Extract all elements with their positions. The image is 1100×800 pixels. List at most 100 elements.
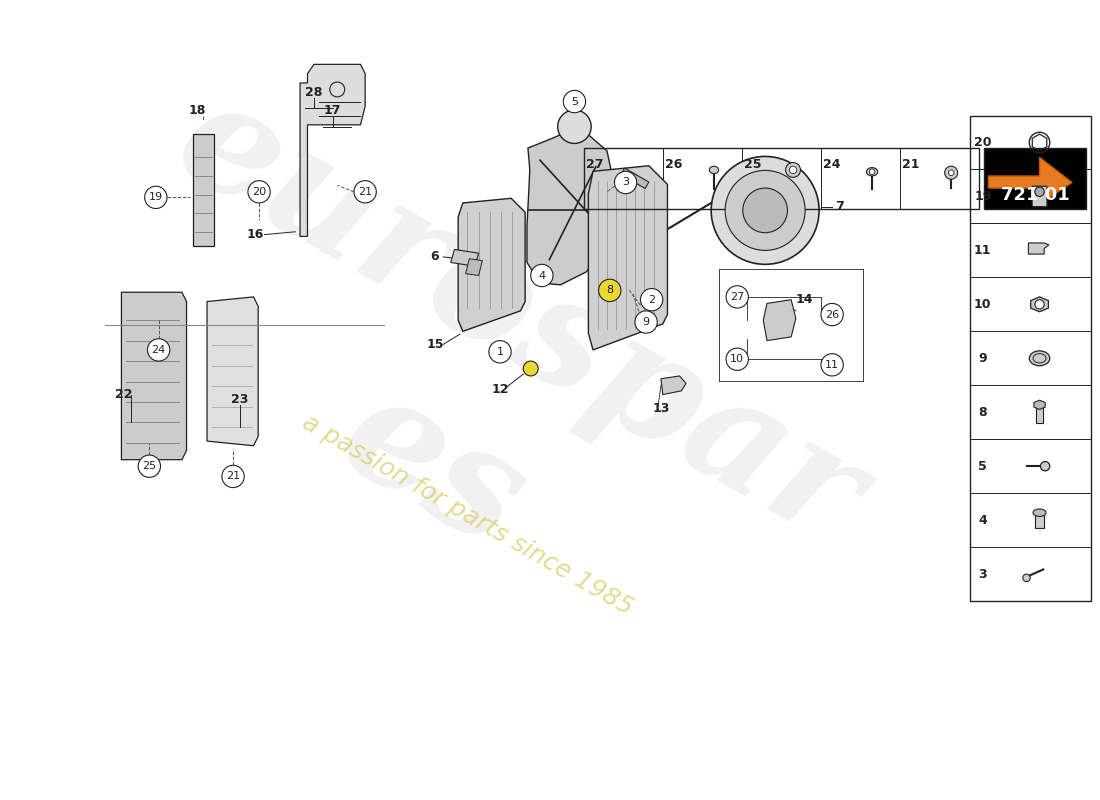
Polygon shape (588, 166, 668, 350)
Circle shape (790, 166, 796, 174)
Bar (584, 148, 979, 209)
Text: 17: 17 (323, 104, 341, 118)
Text: 19: 19 (975, 190, 991, 203)
Circle shape (945, 166, 958, 179)
Polygon shape (527, 126, 616, 285)
Text: 28: 28 (306, 86, 322, 98)
Circle shape (1023, 574, 1031, 582)
Circle shape (222, 466, 244, 487)
Text: 721 01: 721 01 (1001, 186, 1069, 203)
Polygon shape (763, 300, 795, 341)
Circle shape (530, 264, 553, 286)
Circle shape (598, 279, 620, 302)
Text: 14: 14 (795, 293, 813, 306)
Circle shape (1035, 300, 1044, 309)
Polygon shape (194, 134, 213, 246)
Text: 3: 3 (623, 178, 629, 187)
Text: 25: 25 (142, 461, 156, 471)
Text: 10: 10 (730, 354, 745, 364)
Text: 8: 8 (606, 286, 614, 295)
Text: 19: 19 (148, 192, 163, 202)
Text: 21: 21 (359, 186, 372, 197)
Ellipse shape (710, 166, 718, 174)
Circle shape (640, 289, 663, 311)
Circle shape (948, 170, 954, 175)
Polygon shape (1028, 243, 1048, 254)
Text: 11: 11 (974, 244, 991, 257)
Text: 9: 9 (979, 352, 987, 365)
Text: 24: 24 (152, 345, 166, 355)
Text: 9: 9 (642, 317, 650, 327)
Text: 16: 16 (246, 228, 264, 241)
Polygon shape (1034, 400, 1045, 410)
Circle shape (821, 303, 844, 326)
Text: 24: 24 (824, 158, 840, 171)
Bar (1035, 514, 1044, 527)
Circle shape (563, 90, 585, 113)
Circle shape (139, 455, 161, 478)
Text: 2: 2 (648, 294, 656, 305)
Bar (983, 148, 1086, 209)
Ellipse shape (867, 168, 878, 176)
Text: 6: 6 (430, 250, 439, 263)
Circle shape (1035, 187, 1044, 197)
Text: 27: 27 (586, 158, 604, 171)
Circle shape (558, 110, 591, 143)
FancyBboxPatch shape (1032, 186, 1047, 206)
Polygon shape (207, 297, 258, 446)
Circle shape (145, 186, 167, 209)
Text: 4: 4 (538, 270, 546, 281)
Circle shape (869, 169, 874, 174)
Text: 21: 21 (226, 471, 240, 482)
Polygon shape (661, 376, 686, 394)
Text: 12: 12 (492, 383, 509, 397)
Polygon shape (621, 168, 649, 189)
Circle shape (712, 157, 820, 264)
Text: 8: 8 (979, 406, 987, 418)
Text: 4: 4 (978, 514, 987, 526)
Text: 22: 22 (114, 388, 132, 401)
Text: 20: 20 (974, 136, 991, 149)
Text: 15: 15 (426, 338, 443, 351)
Polygon shape (300, 64, 365, 237)
Polygon shape (465, 258, 482, 275)
Circle shape (488, 341, 512, 363)
Polygon shape (989, 158, 1072, 204)
Text: 26: 26 (666, 158, 683, 171)
Circle shape (635, 311, 657, 333)
Circle shape (524, 361, 538, 376)
Circle shape (725, 170, 805, 250)
Text: 5: 5 (571, 97, 578, 106)
Circle shape (248, 181, 271, 203)
Text: 27: 27 (730, 292, 745, 302)
Text: a passion for parts since 1985: a passion for parts since 1985 (298, 410, 637, 620)
Text: 23: 23 (231, 393, 249, 406)
Text: 25: 25 (745, 158, 762, 171)
Text: eurospar
es: eurospar es (66, 65, 888, 725)
Text: 1: 1 (496, 346, 504, 357)
Circle shape (726, 286, 748, 308)
Text: 13: 13 (652, 402, 670, 415)
Circle shape (615, 171, 637, 194)
Text: 11: 11 (825, 360, 839, 370)
Circle shape (742, 188, 788, 233)
Bar (1036, 405, 1043, 423)
Circle shape (147, 338, 169, 361)
Circle shape (785, 162, 801, 178)
Text: 7: 7 (835, 200, 844, 213)
Ellipse shape (1030, 351, 1049, 366)
Text: 18: 18 (189, 104, 207, 118)
Circle shape (821, 354, 844, 376)
Polygon shape (451, 250, 478, 266)
Text: 5: 5 (978, 460, 987, 473)
Polygon shape (121, 292, 187, 460)
Circle shape (726, 348, 748, 370)
Polygon shape (459, 198, 525, 331)
Circle shape (1041, 462, 1049, 471)
Text: 20: 20 (252, 186, 266, 197)
Text: 3: 3 (979, 568, 987, 581)
Bar (970, 115, 1091, 601)
Text: 10: 10 (974, 298, 991, 311)
Text: 21: 21 (902, 158, 920, 171)
Polygon shape (1031, 297, 1048, 312)
